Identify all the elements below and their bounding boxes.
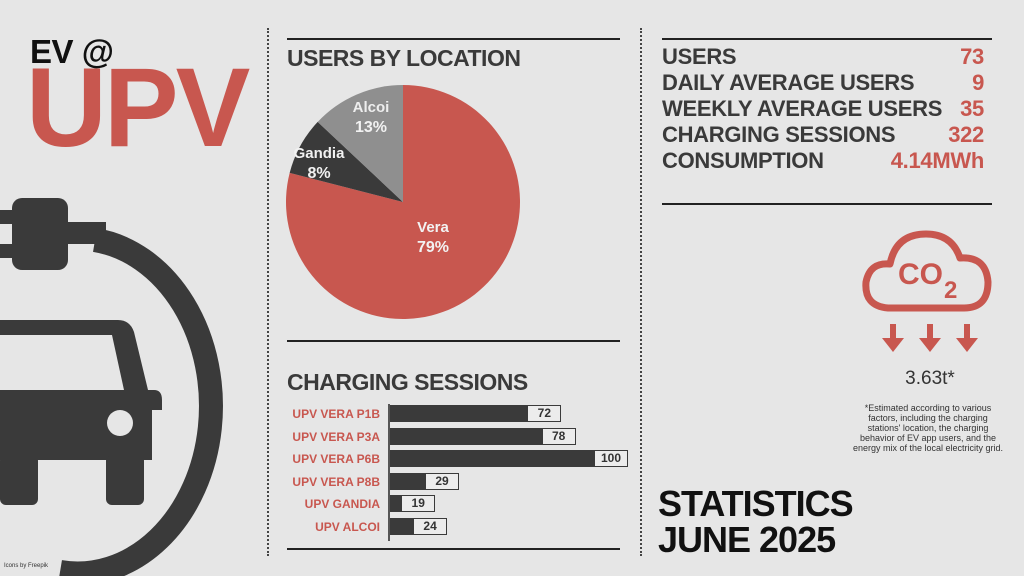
pie-section-title: USERS BY LOCATION [287,45,521,71]
stat-value: 322 [948,122,984,147]
bar [390,427,576,445]
bar [390,450,628,468]
title-ev: EV @ [30,33,114,70]
statistics-title: STATISTICS [658,483,854,524]
stat-row: WEEKLY AVERAGE USERS 35 [662,96,984,122]
pie-slice-gandia [289,121,403,202]
bar-axis [388,404,390,541]
co2-cloud-icon: CO 2 [862,230,992,352]
divider-left [267,28,269,556]
pie-percent-vera: 79% [417,239,449,256]
pie-label-gandia: Gandia [294,145,346,162]
stat-label: CONSUMPTION [662,148,824,173]
pie-slice-alcoi [317,85,403,202]
title-upv: UPV [26,45,250,170]
stat-label: USERS [662,44,737,69]
bar-value-label: 24 [413,518,448,535]
rule [287,340,620,342]
co2-note: *Estimated according to various factors,… [852,403,1004,453]
rule [662,203,992,205]
stat-label: DAILY AVERAGE USERS [662,70,915,95]
stat-value: 73 [960,44,984,69]
pie-label-alcoi: Alcoi [353,99,390,116]
statistics-period: STATISTICS JUNE 2025 [658,483,854,560]
bar-category-label: UPV VERA P1B [292,407,380,421]
pie-percent-gandia: 8% [307,165,330,182]
pie-label-vera: Vera [417,219,449,236]
rule [287,548,620,550]
divider-right [640,28,642,556]
bar-category-label: UPV VERA P8B [292,474,380,489]
rule [287,38,620,40]
stat-row: USERS 73 [662,44,984,70]
bar-value-label: 100 [594,450,628,468]
bar-value-label: 78 [541,427,576,445]
stat-row: DAILY AVERAGE USERS 9 [662,70,984,96]
svg-text:CO: CO [898,258,943,291]
users-by-location-pie: Vera 79% Gandia 8% Alcoi 13% [286,85,520,319]
icon-credit: Icons by Freepik [4,563,49,569]
stat-row: CONSUMPTION 4.14MWh [662,148,984,174]
bar-category-label: UPV ALCOI [315,520,380,534]
bar-category-label: UPV VERA P3A [292,429,380,444]
ev-charging-icon [0,198,223,576]
stat-label: WEEKLY AVERAGE USERS [662,96,943,121]
stat-row: CHARGING SESSIONS 322 [662,122,984,148]
bar-category-label: UPV GANDIA [304,497,380,512]
stat-label: CHARGING SESSIONS [662,122,896,147]
stat-value: 9 [972,70,984,95]
svg-text:2: 2 [944,277,957,304]
stat-value: 35 [960,96,984,121]
rule [662,38,992,40]
bar-category-label: UPV VERA P6B [292,452,380,467]
pie-percent-alcoi: 13% [355,119,387,136]
statistics-date: JUNE 2025 [658,519,836,560]
bar-section-title: CHARGING SESSIONS [287,369,528,395]
bar-value-label: 29 [425,472,460,490]
bar [390,405,562,422]
bar-value-label: 72 [527,405,562,422]
stat-value: 4.14MWh [890,148,985,173]
co2-value: 3.63t* [905,368,955,389]
bar-value-label: 19 [401,495,436,513]
